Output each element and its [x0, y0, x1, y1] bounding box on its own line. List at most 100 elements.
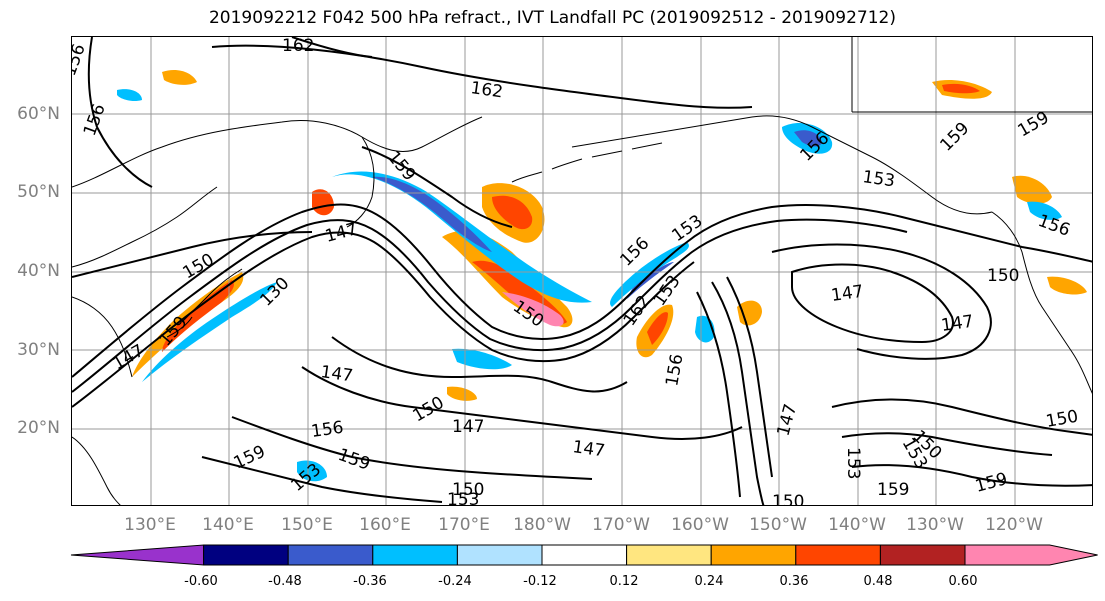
contour-150-east: [771, 243, 992, 360]
negative-blob-115w-50n: [1027, 201, 1062, 220]
contour-159-se: [851, 464, 1092, 487]
coast-korea-china: [72, 296, 133, 505]
colorbar-segment: [287, 544, 374, 566]
colorbar-tick: 0.48: [863, 574, 893, 589]
contour-147-east: [791, 263, 954, 344]
colorbar: [70, 544, 1098, 566]
contour-label: 150: [1044, 407, 1079, 432]
lon-label-180w: 180°W: [513, 515, 571, 535]
contour-label: 159: [335, 445, 372, 475]
lon-label-130e: 130°E: [124, 515, 176, 535]
contour-147-south: [301, 366, 743, 440]
lon-label-140w: 140°W: [828, 515, 886, 535]
colorbar-tick: -0.12: [523, 574, 557, 589]
contour-label: 147: [571, 437, 606, 461]
lon-label-140e: 140°E: [202, 515, 254, 535]
map-panel: 162 162 156 156 153 159 156 159 147 156 …: [71, 36, 1093, 506]
colorbar-segment: [710, 544, 797, 566]
negative-core-north: [372, 176, 492, 252]
contour-159-south: [201, 456, 443, 503]
negative-band-north: [332, 171, 592, 303]
positive-blob-110w: [1012, 175, 1052, 204]
contour-153-se: [841, 432, 1053, 456]
contour-label: 156: [72, 41, 90, 78]
contour-trough-1: [711, 281, 765, 505]
lon-label-170w: 170°W: [592, 515, 650, 535]
positive-blob-170e-25n: [447, 386, 477, 401]
contour-label: 147: [452, 417, 484, 437]
negative-blob-170e-30n: [452, 348, 512, 370]
colorbar-segment: [626, 544, 712, 566]
contour-label: 159: [1015, 108, 1053, 142]
contour-label: 153: [650, 272, 685, 310]
colorbar-tick: 0.36: [779, 574, 809, 589]
contour-label: 159: [936, 118, 973, 155]
coast-north-america: [991, 211, 1092, 394]
lon-label-130w: 130°W: [906, 515, 964, 535]
colorbar-segment: [541, 544, 628, 566]
contour-label: 162: [282, 37, 314, 56]
lat-label-60n: 60°N: [17, 104, 60, 124]
positive-core-japan: [162, 280, 234, 352]
contour-label: 162: [469, 78, 504, 102]
coast-alaska: [571, 115, 993, 215]
contour-jet-2: [72, 218, 908, 393]
contour-label: 147: [110, 341, 148, 375]
contour-150-se: [831, 398, 1092, 436]
lat-label-20n: 20°N: [17, 418, 60, 438]
contour-label: 156: [80, 101, 110, 138]
contour-label: 150: [452, 480, 484, 500]
contour-162-upper: [291, 37, 373, 58]
lon-label-170e: 170°E: [438, 515, 490, 535]
colorbar-segment: [964, 544, 1098, 566]
lon-label-160e: 160°E: [359, 515, 411, 535]
positive-blob-115w-35n: [1047, 276, 1087, 295]
colorbar-segment: [70, 544, 205, 566]
positive-core-north: [492, 195, 533, 230]
colorbar-segments: [70, 544, 1098, 566]
negative-core-alaska: [794, 130, 822, 147]
contour-label: 153: [843, 447, 863, 479]
colorbar-tick: -0.36: [353, 574, 387, 589]
contour-153-south: [231, 416, 593, 480]
lon-label-160w: 160°W: [671, 515, 729, 535]
positive-core-155w: [647, 312, 668, 345]
contour-label: 150: [772, 492, 804, 506]
lat-label-40n: 40°N: [17, 261, 60, 281]
contour-trough-2: [726, 276, 773, 478]
contour-label: 156: [662, 352, 687, 387]
coast-kamchatka: [346, 136, 375, 228]
positive-blob-nw: [162, 70, 197, 85]
canada-border: [851, 37, 1092, 113]
positive-blob-160e: [312, 189, 334, 216]
colorbar-tick: -0.60: [184, 574, 218, 589]
positive-blob-150w: [737, 300, 762, 326]
colorbar-tick: -0.48: [268, 574, 302, 589]
negative-blob-150e-15n: [297, 460, 327, 482]
pink-core-central: [502, 292, 564, 327]
contour-label: 147: [323, 219, 360, 247]
gridlines: [72, 37, 1092, 505]
contour-label: 147: [319, 362, 354, 386]
lon-label-120w: 120°W: [985, 515, 1043, 535]
chart-title: 2019092212 F042 500 hPa refract., IVT La…: [208, 8, 896, 28]
negative-band-japan: [142, 282, 277, 382]
contour-label: 130: [256, 273, 293, 310]
coastlines: [72, 37, 1092, 505]
positive-core-130w-n: [942, 83, 980, 94]
coast-asia-north: [72, 116, 483, 188]
negative-blob-nw: [117, 89, 142, 102]
contour-lines: [72, 37, 1092, 505]
contour-jet-3: [72, 231, 695, 408]
coast-aleutians: [511, 142, 663, 183]
contour-label: 159: [877, 480, 909, 500]
contour-156-kamchatka: [361, 146, 513, 228]
contour-jet-1: [72, 203, 1092, 378]
contour-label: 147: [940, 312, 975, 336]
contour-label: 153: [861, 167, 896, 191]
colorbar-segment: [879, 544, 966, 566]
lat-label-50n: 50°N: [17, 182, 60, 202]
map-svg: 162 162 156 156 153 159 156 159 147 156 …: [72, 37, 1092, 506]
contour-147-wave: [72, 231, 628, 393]
lon-label-150e: 150°E: [281, 515, 333, 535]
